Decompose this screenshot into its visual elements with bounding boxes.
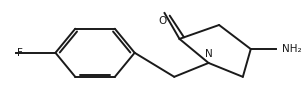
Text: N: N [205, 49, 212, 59]
Text: NH₂: NH₂ [282, 44, 302, 54]
Text: O: O [158, 16, 166, 26]
Text: F: F [17, 48, 23, 58]
